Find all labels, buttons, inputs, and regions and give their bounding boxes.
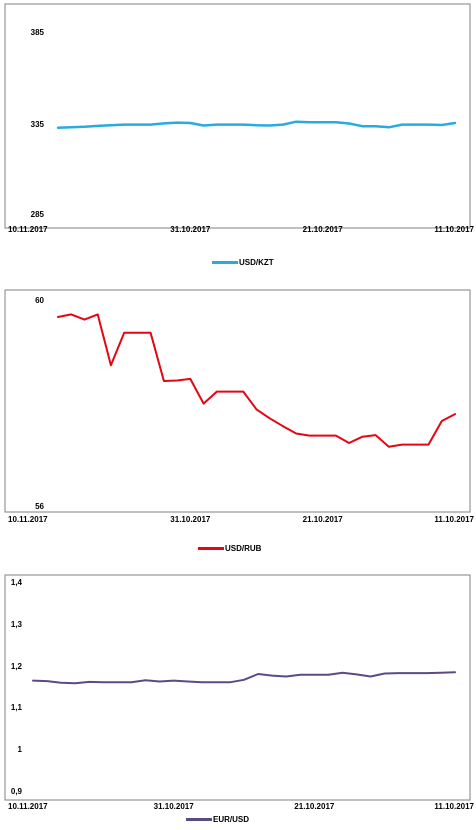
x-tick-label: 10.11.2017	[8, 515, 48, 524]
series-line-usd-rub	[57, 313, 456, 448]
y-tick-label: 1,2	[11, 662, 23, 671]
x-tick-label: 11.10.2017	[434, 225, 474, 234]
y-tick-label: 60	[35, 296, 44, 305]
chart-eur-usd: 0,9 1 1,1 1,2 1,3 1,4 10.11.2017 31.10.2017 21.1…	[0, 565, 476, 815]
legend-label: EUR/USD	[213, 815, 250, 824]
x-tick-label: 21.10.2017	[303, 515, 344, 524]
y-tick-label: 1,4	[11, 578, 23, 587]
x-tick-label: 31.10.2017	[170, 225, 211, 234]
plot-frame	[4, 289, 471, 513]
series-line-eur-usd	[32, 671, 456, 685]
legend-swatch	[186, 818, 212, 821]
plot-frame	[4, 3, 471, 229]
legend-usd-kzt: USD/KZT	[0, 258, 476, 272]
legend-label: USD/KZT	[239, 258, 274, 267]
x-tick-label: 31.10.2017	[154, 802, 195, 811]
usd-kzt-plot: 285 335 385 10.11.2017 31.10.2017 21.10.2017 1…	[4, 3, 475, 234]
chart-usd-kzt: 285 335 385 10.11.2017 31.10.2017 21.10.2017 1…	[0, 0, 476, 250]
legend-swatch	[212, 261, 238, 264]
legend-usd-rub: USD/RUB	[0, 544, 476, 558]
y-tick-label: 335	[31, 120, 45, 129]
x-tick-label: 10.11.2017	[8, 225, 48, 234]
eur-usd-plot: 0,9 1 1,1 1,2 1,3 1,4 10.11.2017 31.10.2017 21.1…	[4, 574, 475, 811]
y-tick-label: 56	[35, 502, 44, 511]
x-tick-label: 21.10.2017	[303, 225, 344, 234]
x-tick-label: 31.10.2017	[170, 515, 211, 524]
y-tick-label: 285	[31, 210, 45, 219]
y-tick-label: 0,9	[11, 787, 23, 796]
x-tick-label: 10.11.2017	[8, 802, 48, 811]
legend-eur-usd: EUR/USD	[0, 815, 476, 829]
x-tick-label: 11.10.2017	[434, 515, 474, 524]
chart-usd-rub: 56 60 10.11.2017 31.10.2017 21.10.2017 11.10.…	[0, 280, 476, 530]
legend-swatch	[198, 547, 224, 550]
y-tick-label: 385	[31, 28, 45, 37]
y-tick-label: 1,1	[11, 703, 23, 712]
plot-frame	[4, 574, 471, 801]
x-tick-label: 21.10.2017	[294, 802, 335, 811]
usd-rub-plot: 56 60 10.11.2017 31.10.2017 21.10.2017 11.10.…	[4, 289, 475, 524]
series-line-usd-kzt	[56, 120, 457, 130]
legend-label: USD/RUB	[225, 544, 262, 553]
y-tick-label: 1	[18, 745, 23, 754]
y-tick-label: 1,3	[11, 620, 23, 629]
x-tick-label: 11.10.2017	[434, 802, 474, 811]
